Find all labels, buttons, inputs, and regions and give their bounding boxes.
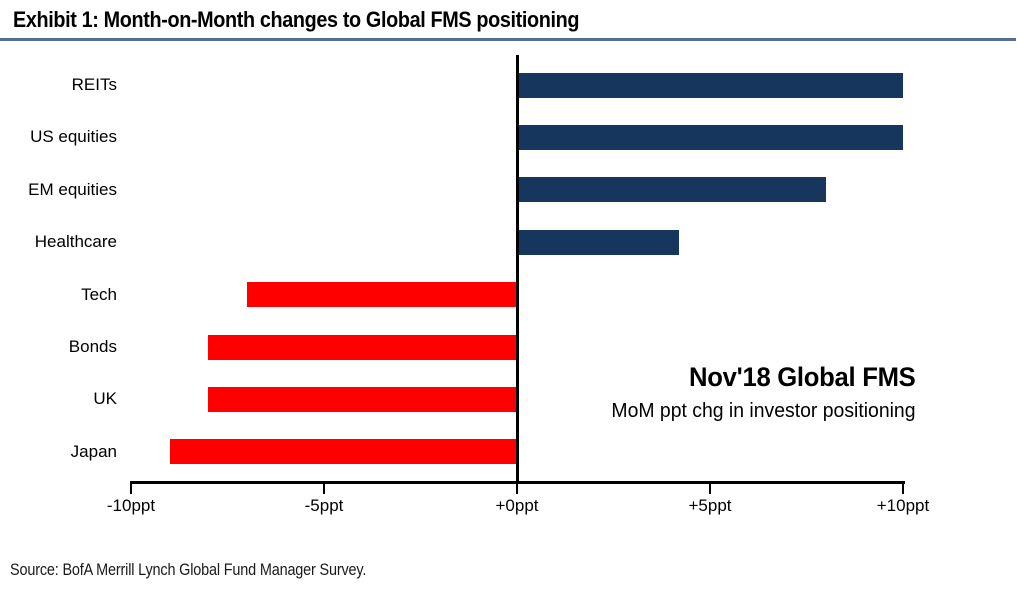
bar-uk	[208, 386, 517, 412]
bar-em-equities	[517, 177, 826, 203]
bar-us-equities	[517, 124, 903, 150]
bar-healthcare	[517, 229, 680, 255]
x-tick-label-5ppt: -5ppt	[304, 496, 344, 515]
x-tick-10ppt	[902, 481, 904, 494]
bar-reits	[517, 72, 903, 98]
source-note: Source: BofA Merrill Lynch Global Fund M…	[10, 560, 367, 579]
category-label-japan: Japan	[70, 441, 117, 461]
x-tick-5ppt	[709, 481, 711, 494]
annotation-title: Nov'18 Global FMS	[688, 362, 916, 392]
chart-annotation: Nov'18 Global FMS MoM ppt chg in investo…	[602, 362, 916, 423]
bar-japan	[169, 439, 517, 465]
x-tick-label-10ppt: -10ppt	[106, 496, 156, 515]
x-tick-10ppt	[130, 481, 132, 494]
x-tick-label-5ppt: +5ppt	[688, 496, 732, 515]
category-label-uk: UK	[93, 389, 117, 409]
category-label-bonds: Bonds	[68, 337, 117, 356]
category-label-reits: REITs	[71, 75, 117, 94]
x-tick-0ppt	[516, 481, 518, 494]
zero-axis-line	[516, 55, 519, 484]
x-tick-label-0ppt: +0ppt	[495, 496, 539, 515]
figure-title: Exhibit 1: Month-on-Month changes to Glo…	[13, 7, 580, 32]
x-tick-label-10ppt: +10ppt	[876, 496, 930, 515]
x-tick-5ppt	[323, 481, 325, 494]
category-label-us-equities: US equities	[30, 127, 117, 147]
category-label-em-equities: EM equities	[28, 179, 117, 199]
bar-bonds	[208, 334, 517, 360]
category-label-healthcare: Healthcare	[34, 232, 117, 252]
bar-tech	[246, 282, 517, 308]
annotation-subtitle: MoM ppt chg in investor positioning	[610, 400, 915, 422]
title-underline	[0, 38, 1016, 41]
category-label-tech: Tech	[81, 284, 117, 304]
